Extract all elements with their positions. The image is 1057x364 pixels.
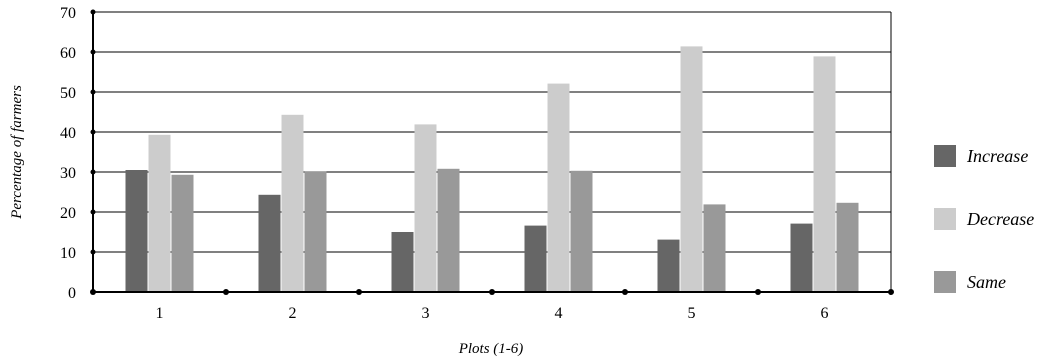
bar-increase-5: [657, 239, 680, 292]
y-tick-label: 60: [60, 45, 76, 62]
x-tick-labels: 1 2 3 4 5 6: [156, 305, 829, 322]
bar-same-3: [437, 168, 460, 292]
bar-decrease-6: [813, 56, 836, 293]
x-tick-marker: [755, 289, 761, 295]
y-tick-label: 20: [60, 205, 76, 222]
bar-same-2: [304, 171, 327, 292]
x-tick-marker: [223, 289, 229, 295]
x-tick-label: 5: [688, 305, 696, 322]
y-tick-label: 0: [68, 285, 76, 302]
x-axis-title: Plots (1-6): [458, 341, 524, 357]
bar-increase-2: [258, 194, 281, 292]
bar-decrease-2: [281, 114, 304, 292]
bar-increase-4: [524, 225, 547, 292]
bar-same-5: [703, 204, 726, 292]
bar-decrease-1: [148, 134, 171, 292]
y-tick-label: 30: [60, 165, 76, 182]
legend-label-same: Same: [967, 272, 1006, 292]
x-tick-marker: [356, 289, 362, 295]
legend: Increase Decrease Same: [934, 145, 1034, 293]
bar-same-6: [836, 202, 859, 292]
x-tick-marker: [489, 289, 495, 295]
y-axis-title: Percentage of farmers: [9, 85, 25, 220]
y-tick-label: 10: [60, 245, 76, 262]
x-tick-marker: [888, 289, 894, 295]
y-tick-label: 70: [60, 5, 76, 22]
legend-label-increase: Increase: [966, 146, 1028, 166]
legend-swatch-increase: [934, 145, 956, 167]
bar-increase-6: [790, 223, 813, 292]
bar-increase-3: [391, 232, 414, 292]
x-tick-label: 1: [156, 305, 164, 322]
axes: [90, 9, 894, 295]
bars: [125, 46, 859, 293]
legend-swatch-same: [934, 271, 956, 293]
legend-swatch-decrease: [934, 208, 956, 230]
bar-decrease-5: [680, 46, 703, 293]
x-tick-label: 2: [289, 305, 297, 322]
x-tick-label: 4: [555, 305, 563, 322]
x-tick-marker: [90, 289, 96, 295]
bar-same-4: [570, 170, 593, 292]
x-tick-label: 6: [821, 305, 829, 322]
x-tick-marker: [622, 289, 628, 295]
bar-decrease-4: [547, 83, 570, 292]
bar-increase-1: [125, 170, 148, 292]
y-tick-labels: 0 10 20 30 40 50 60 70: [60, 5, 76, 302]
y-tick-label: 40: [60, 125, 76, 142]
x-tick-label: 3: [422, 305, 430, 322]
gridlines: [93, 11, 892, 292]
y-tick-label: 50: [60, 85, 76, 102]
bar-decrease-3: [414, 124, 437, 293]
bar-same-1: [171, 174, 194, 292]
legend-label-decrease: Decrease: [966, 209, 1034, 229]
